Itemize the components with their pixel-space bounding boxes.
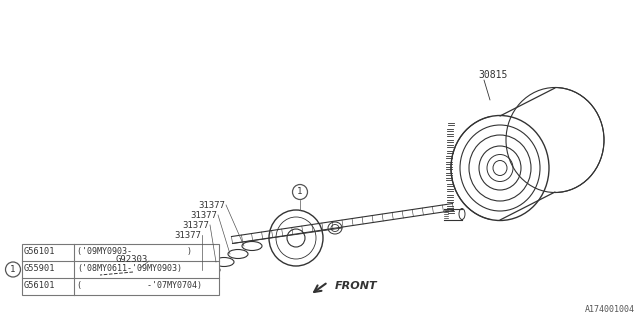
Text: 30815: 30815 bbox=[478, 70, 508, 80]
Text: A174001004: A174001004 bbox=[585, 305, 635, 314]
Text: 31377: 31377 bbox=[190, 211, 217, 220]
Text: G56101: G56101 bbox=[24, 281, 56, 290]
Text: (             -'07MY0704): ( -'07MY0704) bbox=[77, 281, 202, 290]
Text: 31377: 31377 bbox=[198, 201, 225, 210]
Text: FRONT: FRONT bbox=[335, 281, 378, 291]
Text: 1: 1 bbox=[10, 265, 16, 274]
Text: G92303: G92303 bbox=[116, 255, 148, 265]
Text: G56101: G56101 bbox=[24, 247, 56, 256]
Bar bbox=[22, 244, 219, 295]
Text: 31377: 31377 bbox=[182, 220, 209, 229]
Text: 1: 1 bbox=[298, 188, 303, 196]
Text: ('09MY0903-           ): ('09MY0903- ) bbox=[77, 247, 192, 256]
Text: G55901: G55901 bbox=[24, 264, 56, 273]
Text: 31377: 31377 bbox=[174, 230, 201, 239]
Text: ('08MY0611-'09MY0903): ('08MY0611-'09MY0903) bbox=[77, 264, 182, 273]
